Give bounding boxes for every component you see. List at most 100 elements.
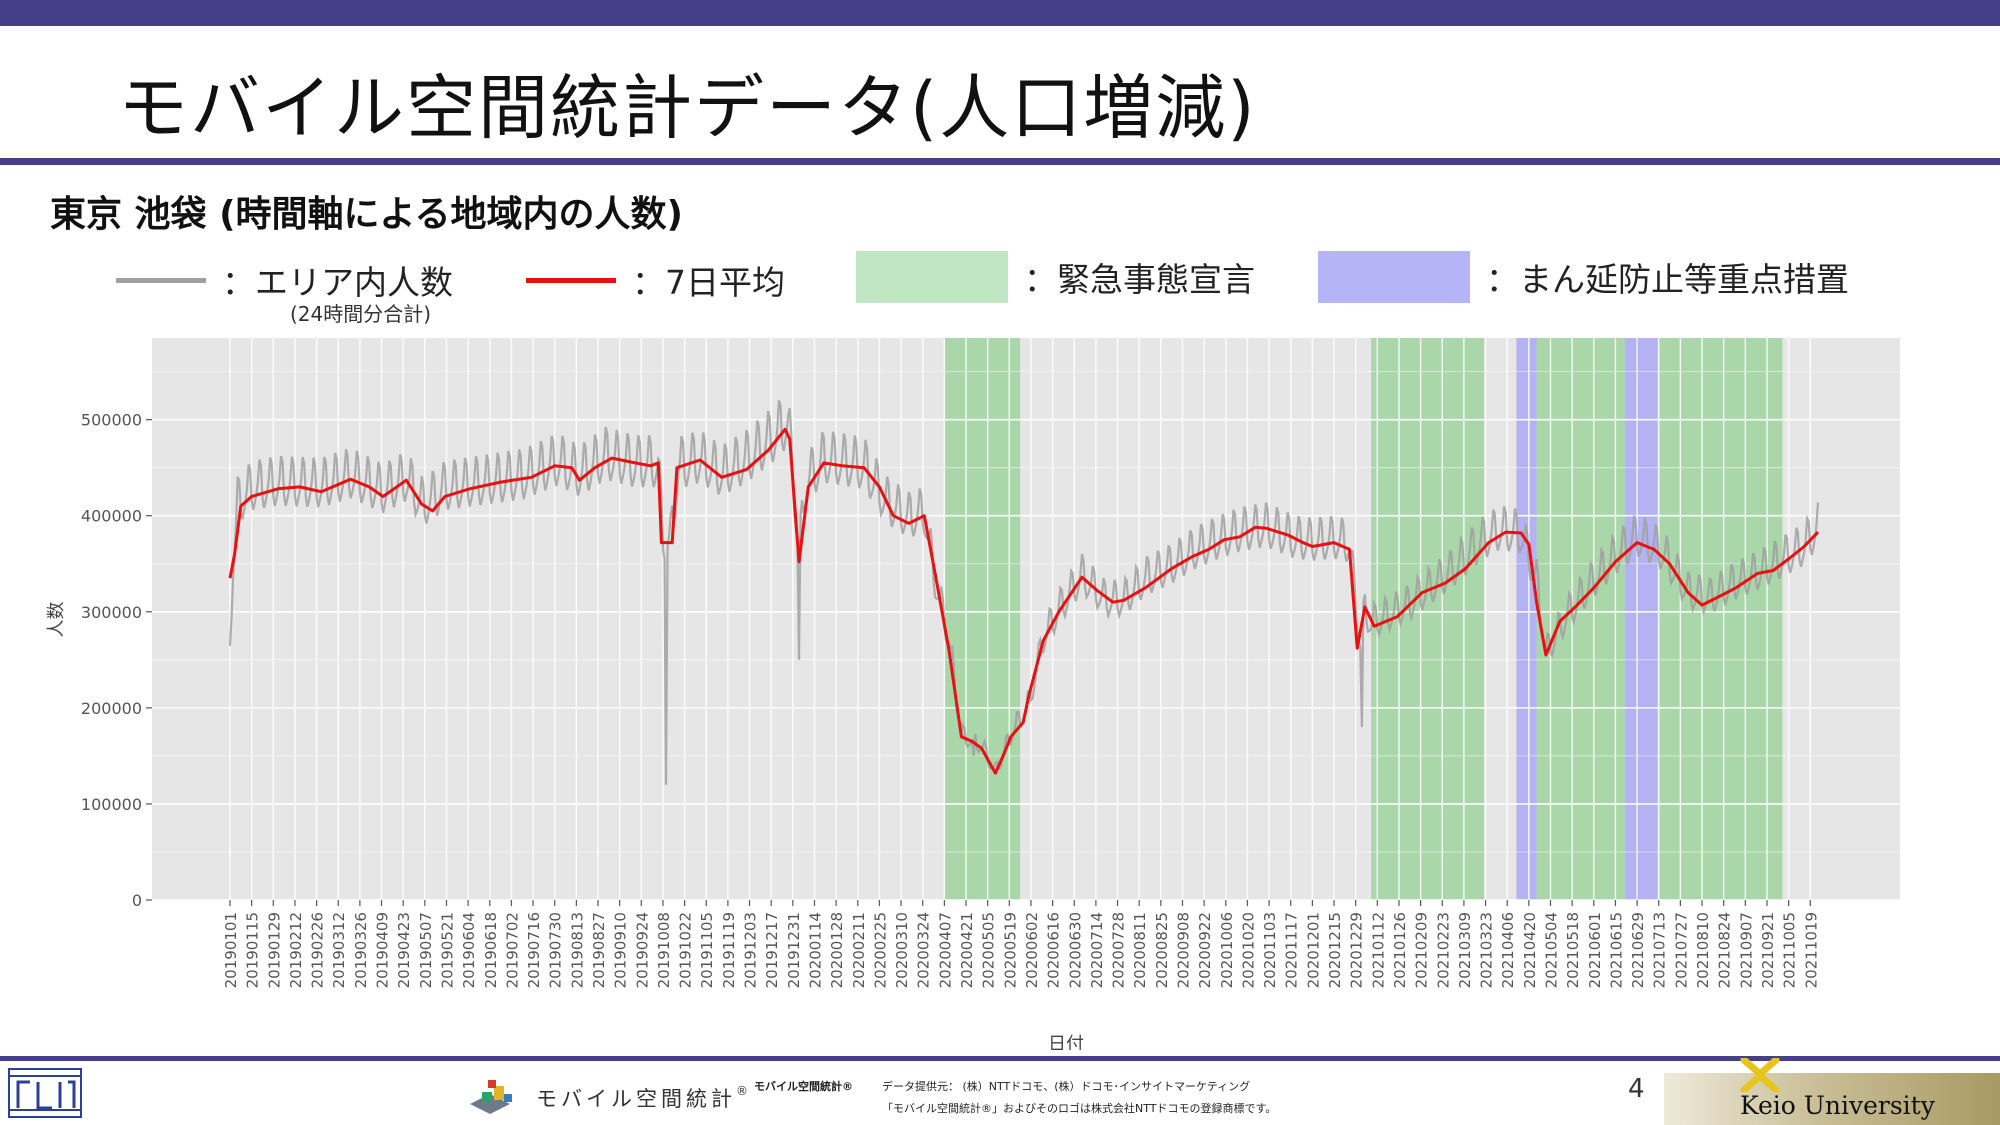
x-tick-label: 20210518 bbox=[1564, 912, 1582, 988]
slide-title: モバイル空間統計データ(人口増減) bbox=[118, 67, 1257, 149]
legend-emergency-label: ：緊急事態宣言 bbox=[1024, 260, 1255, 299]
legend-daily-swatch bbox=[116, 277, 206, 283]
x-tick-label: 20190326 bbox=[352, 912, 370, 988]
x-tick-label: 20200505 bbox=[980, 912, 998, 988]
y-tick-label: 300000 bbox=[81, 603, 142, 622]
x-tick-label: 20200616 bbox=[1045, 912, 1063, 988]
x-tick-label: 20190521 bbox=[438, 912, 456, 988]
y-tick-label: 100000 bbox=[81, 795, 142, 814]
footer-provider: データ提供元： (株）NTTドコモ、(株）ドコモ･インサイトマーケティング bbox=[882, 1080, 1251, 1093]
x-tick-label: 20190212 bbox=[287, 912, 305, 988]
x-tick-label: 20210309 bbox=[1456, 912, 1474, 988]
x-tick-label: 20190702 bbox=[503, 912, 521, 988]
x-tick-label: 20190924 bbox=[633, 912, 651, 988]
x-tick-label: 20210126 bbox=[1391, 912, 1409, 988]
x-tick-label: 20190813 bbox=[568, 912, 586, 988]
legend-avg-swatch bbox=[526, 277, 616, 283]
x-tick-label: 20200630 bbox=[1066, 912, 1084, 988]
x-tick-label: 20210601 bbox=[1586, 912, 1604, 988]
x-tick-label: 20210209 bbox=[1413, 912, 1431, 988]
footer-trademark: 「モバイル空間統計®」およびそのロゴは株式会社NTTドコモの登録商標です。 bbox=[882, 1102, 1277, 1115]
x-tick-label: 20190312 bbox=[330, 912, 348, 988]
lab-logo-icon bbox=[8, 1068, 82, 1118]
legend-manen-swatch bbox=[1318, 251, 1470, 303]
x-tick-label: 20191008 bbox=[655, 912, 673, 988]
x-tick-label: 20210615 bbox=[1607, 912, 1625, 988]
x-tick-label: 20210629 bbox=[1629, 912, 1647, 988]
keio-banner: Keio University bbox=[1664, 1073, 2000, 1125]
x-tick-label: 20190226 bbox=[309, 912, 327, 988]
x-tick-label: 20201215 bbox=[1326, 912, 1344, 988]
x-tick-label: 20210420 bbox=[1521, 912, 1539, 988]
x-tick-label: 20200324 bbox=[915, 912, 933, 988]
x-tick-label: 20210223 bbox=[1434, 912, 1452, 988]
page-number: 4 bbox=[1628, 1074, 1645, 1104]
top-bar bbox=[0, 0, 2000, 26]
mobile-logo-text: モバイル空間統計 bbox=[536, 1087, 736, 1111]
x-tick-label: 20200225 bbox=[871, 912, 889, 988]
x-tick-label: 20190604 bbox=[460, 912, 478, 988]
legend-avg-label: ：7日平均 bbox=[632, 263, 785, 302]
x-tick-label: 20190618 bbox=[482, 912, 500, 988]
mobile-cubes-icon bbox=[470, 1080, 512, 1114]
university-name: Keio University bbox=[1740, 1091, 1935, 1120]
x-tick-label: 20201020 bbox=[1239, 912, 1257, 988]
x-tick-label: 20201229 bbox=[1348, 912, 1366, 988]
shaded-period-manen bbox=[1516, 338, 1537, 900]
x-tick-label: 20210824 bbox=[1716, 912, 1734, 988]
x-tick-label: 20200908 bbox=[1174, 912, 1192, 988]
shaded-period-manen bbox=[1624, 338, 1658, 900]
footer-rule bbox=[0, 1056, 2000, 1061]
x-tick-label: 20210323 bbox=[1478, 912, 1496, 988]
x-tick-label: 20190101 bbox=[222, 912, 240, 988]
x-tick-label: 20191119 bbox=[720, 912, 738, 988]
x-tick-label: 20191231 bbox=[785, 912, 803, 988]
y-tick-label: 500000 bbox=[81, 411, 142, 430]
x-tick-label: 20200825 bbox=[1153, 912, 1171, 988]
footer-brand: モバイル空間統計® bbox=[754, 1080, 853, 1093]
x-tick-label: 20190910 bbox=[612, 912, 630, 988]
shaded-period-emergency bbox=[944, 338, 1021, 900]
x-tick-label: 20190409 bbox=[374, 912, 392, 988]
y-tick-label: 0 bbox=[132, 891, 142, 910]
x-tick-label: 20200922 bbox=[1196, 912, 1214, 988]
x-tick-label: 20191217 bbox=[763, 912, 781, 988]
chart-subtitle: 東京 池袋 (時間軸による地域内の人数) bbox=[50, 194, 683, 235]
x-axis-title: 日付 bbox=[1048, 1034, 1084, 1050]
x-tick-label: 20211019 bbox=[1802, 912, 1820, 988]
x-tick-label: 20190827 bbox=[590, 912, 608, 988]
legend-avg: ：7日平均 bbox=[526, 256, 785, 304]
x-tick-label: 20210810 bbox=[1694, 912, 1712, 988]
x-tick-label: 20210713 bbox=[1651, 912, 1669, 988]
legend-manen-label: ：まん延防止等重点措置 bbox=[1486, 260, 1849, 299]
x-tick-label: 20200811 bbox=[1131, 912, 1149, 988]
x-tick-label: 20200421 bbox=[958, 912, 976, 988]
title-underline bbox=[0, 158, 2000, 165]
x-tick-label: 20190129 bbox=[265, 912, 283, 988]
legend-emergency-swatch bbox=[856, 251, 1008, 303]
x-tick-label: 20200114 bbox=[806, 912, 824, 988]
legend-emergency: ：緊急事態宣言 bbox=[856, 251, 1255, 303]
x-tick-label: 20191203 bbox=[742, 912, 760, 988]
x-tick-label: 20190507 bbox=[417, 912, 435, 988]
x-tick-label: 20201006 bbox=[1218, 912, 1236, 988]
legend-manen: ：まん延防止等重点措置 bbox=[1318, 251, 1849, 303]
x-tick-label: 20190423 bbox=[395, 912, 413, 988]
y-axis-title: 人数 bbox=[46, 601, 67, 637]
x-tick-label: 20200714 bbox=[1088, 912, 1106, 988]
x-tick-label: 20200310 bbox=[893, 912, 911, 988]
x-tick-label: 20211005 bbox=[1781, 912, 1799, 988]
x-tick-label: 20190730 bbox=[547, 912, 565, 988]
x-tick-label: 20200602 bbox=[1023, 912, 1041, 988]
x-tick-label: 20201117 bbox=[1283, 912, 1301, 988]
x-tick-label: 20201201 bbox=[1304, 912, 1322, 988]
x-tick-label: 20210727 bbox=[1672, 912, 1690, 988]
x-tick-label: 20200728 bbox=[1110, 912, 1128, 988]
legend-daily-label: ：エリア内人数 bbox=[222, 263, 453, 302]
x-tick-label: 20210921 bbox=[1759, 912, 1777, 988]
x-tick-label: 20190115 bbox=[244, 912, 262, 988]
y-tick-label: 200000 bbox=[81, 699, 142, 718]
x-tick-label: 20210406 bbox=[1499, 912, 1517, 988]
x-tick-label: 20210907 bbox=[1737, 912, 1755, 988]
